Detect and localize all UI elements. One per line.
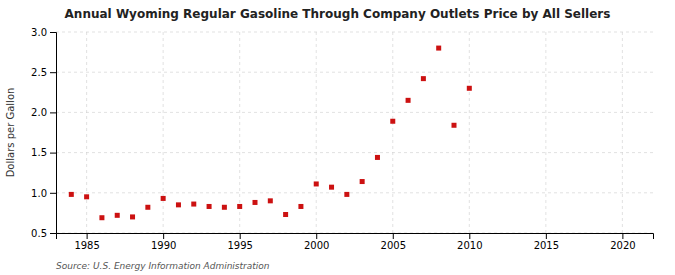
grid-line-x: [392, 32, 393, 233]
x-tick-mark: [546, 233, 547, 239]
grid-line-x: [622, 32, 623, 233]
y-tick-label: 1.0: [31, 188, 47, 199]
y-tick-mark: [50, 233, 56, 234]
point: [115, 213, 120, 218]
point: [421, 76, 426, 81]
x-tick-mark: [163, 233, 164, 239]
x-tick-mark: [393, 233, 394, 239]
grid-line-y: [56, 72, 653, 73]
y-tick-label: 1.5: [31, 147, 47, 158]
point: [436, 46, 441, 51]
point: [161, 196, 166, 201]
grid-line-x: [163, 32, 164, 233]
x-tick-label: 2020: [610, 240, 635, 251]
point: [314, 181, 319, 186]
title: Annual Wyoming Regular Gasoline Through …: [65, 7, 611, 21]
chart: 1985 1990 1995 2000 2005 2010 2015 2020 0.5 1.0 1.…: [0, 0, 675, 275]
y-axis: 0.5 1.0 1.5 2.0 2.5 3.0: [31, 27, 56, 239]
grid: [56, 32, 653, 233]
y-tick: 1.5: [31, 147, 56, 158]
y-tick-mark: [50, 153, 56, 154]
point: [268, 198, 273, 203]
x-axis-line: [57, 234, 654, 240]
y-tick-label: 2.0: [31, 107, 47, 118]
point: [452, 123, 457, 128]
x-tick: 2000: [304, 233, 329, 251]
point: [298, 204, 303, 209]
point: [130, 214, 135, 219]
point: [253, 200, 258, 205]
y-tick: 0.5: [31, 228, 56, 239]
y-tick-mark: [50, 72, 56, 73]
grid-line-x: [316, 32, 317, 233]
x-tick-label: 2005: [381, 240, 406, 251]
y-tick: 1.0: [31, 188, 56, 199]
x-axis: 1985 1990 1995 2000 2005 2010 2015 2020: [57, 233, 654, 251]
grid-line-x: [469, 32, 470, 233]
grid-line-x: [239, 32, 240, 233]
x-tick-mark: [316, 233, 317, 239]
x-tick-mark: [240, 233, 241, 239]
y-axis-line: [50, 33, 57, 234]
grid-line-y: [56, 112, 653, 113]
point: [69, 192, 74, 197]
point: [145, 205, 150, 210]
x-tick: 1990: [151, 233, 176, 251]
grid-line-y: [56, 152, 653, 153]
point: [222, 205, 227, 210]
x-tick-mark: [87, 233, 88, 239]
point: [99, 215, 104, 220]
points: [69, 46, 472, 221]
x-tick-label: 2000: [304, 240, 329, 251]
y-tick-label: 3.0: [31, 27, 47, 38]
y-tick-mark: [50, 193, 56, 194]
point: [390, 119, 395, 124]
point: [207, 204, 212, 209]
grid-line-x: [86, 32, 87, 233]
point: [84, 194, 89, 199]
point: [283, 212, 288, 217]
x-tick-label: 1985: [74, 240, 99, 251]
x-tick-label: 2010: [457, 240, 482, 251]
x-tick-mark: [469, 233, 470, 239]
x-tick-mark: [622, 233, 623, 239]
grid-line-y: [56, 32, 653, 33]
point: [344, 192, 349, 197]
y-tick: 2.0: [31, 107, 56, 118]
x-tick-label: 2015: [534, 240, 559, 251]
source-note: Source: U.S. Energy Information Administ…: [56, 261, 270, 271]
x-tick: 2010: [457, 233, 482, 251]
point: [176, 202, 181, 207]
point: [237, 204, 242, 209]
grid-line-x: [545, 32, 546, 233]
point: [375, 155, 380, 160]
x-tick: 2015: [534, 233, 559, 251]
point: [329, 185, 334, 190]
y-tick-label: 2.5: [31, 67, 47, 78]
x-tick: 2020: [610, 233, 635, 251]
y-tick: 2.5: [31, 67, 56, 78]
x-tick-label: 1990: [151, 240, 176, 251]
x-tick: 1985: [74, 233, 99, 251]
point: [406, 98, 411, 103]
x-tick: 2005: [381, 233, 406, 251]
point: [467, 86, 472, 91]
x-tick: 1995: [227, 233, 252, 251]
x-tick-label: 1995: [227, 240, 252, 251]
grid-line-y: [56, 192, 653, 193]
y-tick-mark: [50, 32, 56, 33]
y-axis-title: Dollars per Gallon: [5, 88, 16, 178]
y-tick-mark: [50, 112, 56, 113]
point: [191, 202, 196, 207]
point: [360, 179, 365, 184]
y-tick-label: 0.5: [31, 228, 47, 239]
y-tick: 3.0: [31, 27, 56, 38]
plot-area: 1985 1990 1995 2000 2005 2010 2015 2020 0.5 1.0 1.…: [31, 27, 653, 251]
